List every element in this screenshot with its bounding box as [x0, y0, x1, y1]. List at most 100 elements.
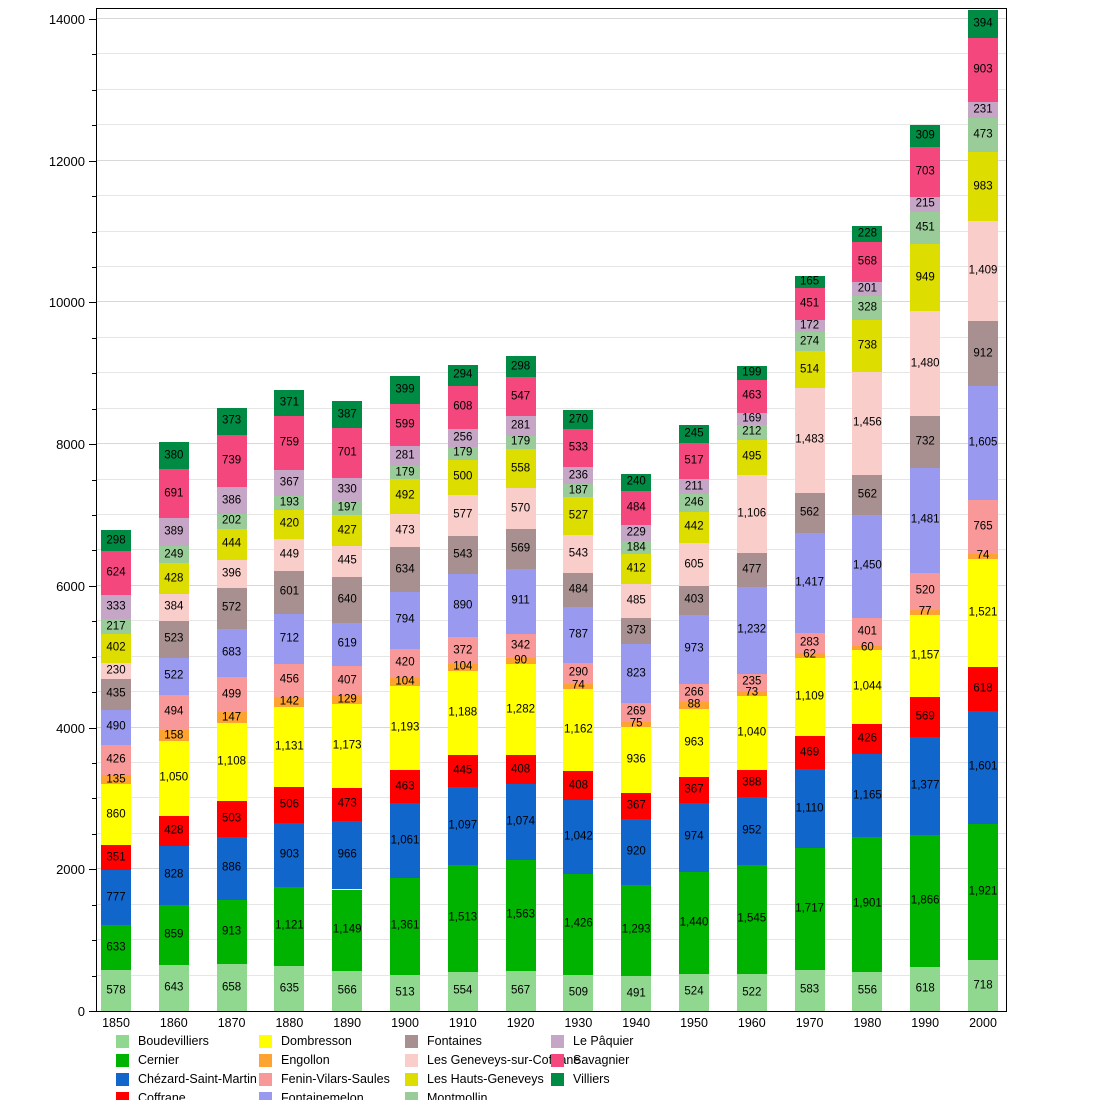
bar-segment — [101, 784, 131, 846]
segment-value-label: 298 — [106, 533, 126, 546]
gridline — [97, 301, 1006, 303]
legend-item: Les Geneveys-sur-Coffrane — [405, 1053, 580, 1067]
segment-value-label: 732 — [915, 435, 935, 448]
y-axis-tick — [92, 905, 96, 906]
bar-segment — [447, 637, 478, 664]
segment-value-label: 1,232 — [737, 623, 767, 636]
segment-value-label: 1,521 — [968, 606, 998, 619]
segment-value-label: 619 — [337, 637, 357, 650]
bar-segment — [216, 514, 247, 529]
bar-segment — [447, 428, 478, 447]
bar-segment — [910, 146, 941, 197]
bar-segment — [505, 970, 536, 1011]
stacked-bar-1990 — [910, 9, 941, 1011]
bar-segment — [332, 478, 363, 502]
segment-value-label: 281 — [395, 449, 415, 462]
x-axis-label: 1900 — [391, 1016, 419, 1030]
segment-value-label: 435 — [106, 687, 126, 700]
legend-item: Fontaines — [405, 1034, 482, 1048]
segment-value-label: 572 — [222, 601, 242, 614]
bar-segment — [621, 525, 652, 542]
bar-segment — [852, 319, 883, 372]
legend-swatch — [259, 1034, 272, 1048]
bar-segment — [274, 706, 305, 787]
bar-segment — [968, 710, 998, 825]
segment-value-label: 428 — [164, 571, 184, 584]
bar-segment — [390, 685, 420, 771]
segment-value-label: 554 — [453, 984, 473, 997]
segment-value-label: 1,040 — [737, 725, 767, 738]
bar-segment — [332, 545, 363, 578]
segment-value-label: 351 — [106, 850, 126, 863]
segment-value-label: 367 — [626, 799, 646, 812]
bar-segment — [332, 428, 363, 479]
segment-value-label: 229 — [626, 526, 646, 539]
segment-value-label: 230 — [106, 664, 126, 677]
bar-segment — [158, 545, 189, 564]
bar-segment — [447, 864, 478, 972]
segment-value-label: 402 — [106, 641, 126, 654]
bar-segment — [736, 412, 767, 425]
segment-value-label: 240 — [626, 475, 646, 488]
segment-value-label: 1,109 — [795, 690, 824, 703]
segment-value-label: 703 — [915, 165, 935, 178]
bar-segment — [447, 755, 478, 787]
bar-segment — [794, 769, 825, 849]
segment-value-label: 330 — [337, 483, 357, 496]
bar-segment — [794, 736, 825, 770]
bar-segment — [447, 459, 478, 495]
bar-segment — [679, 871, 709, 974]
segment-value-label: 777 — [106, 890, 126, 903]
gridline — [97, 620, 1006, 622]
segment-value-label: 1,440 — [679, 916, 709, 929]
segment-value-label: 388 — [742, 776, 762, 789]
bar-segment — [679, 614, 709, 684]
segment-value-label: 513 — [395, 986, 415, 999]
bar-segment — [910, 311, 941, 417]
bar-segment — [216, 677, 247, 713]
segment-value-label: 399 — [395, 383, 415, 396]
segment-value-label: 1,377 — [910, 779, 940, 792]
segment-value-label: 384 — [164, 600, 184, 613]
x-axis-label: 1910 — [448, 1016, 477, 1030]
bar-segment — [563, 429, 594, 468]
legend-label: Boudevilliers — [138, 1034, 209, 1048]
segment-value-label: 608 — [453, 400, 473, 413]
segment-value-label: 974 — [684, 830, 704, 843]
segment-value-label: 1,563 — [506, 908, 535, 921]
legend-swatch — [116, 1091, 129, 1100]
segment-value-label: 566 — [337, 984, 357, 997]
segment-value-label: 249 — [164, 547, 184, 560]
bar-segment — [216, 486, 247, 515]
stacked-bar-1900 — [390, 9, 420, 1011]
legend-item: Boudevilliers — [116, 1034, 209, 1048]
bar-segment — [968, 101, 998, 119]
gridline — [97, 88, 1006, 90]
segment-value-label: 712 — [279, 632, 299, 645]
bar-segment — [794, 287, 825, 320]
bar-segment — [794, 276, 825, 288]
y-axis-label: 2000 — [56, 862, 85, 877]
segment-value-label: 387 — [337, 407, 357, 420]
legend-label: Savagnier — [573, 1053, 630, 1067]
y-axis-tick — [92, 232, 96, 233]
bar-segment — [679, 973, 709, 1011]
bar-segment — [910, 967, 941, 1011]
bar-segment — [101, 870, 131, 926]
bar-segment — [390, 375, 420, 404]
bar-segment — [390, 678, 420, 686]
legend-swatch — [116, 1072, 129, 1086]
gridline — [97, 336, 1006, 338]
bar-segment — [332, 787, 363, 822]
y-axis-tick — [92, 798, 96, 799]
segment-value-label: 246 — [684, 496, 704, 509]
segment-value-label: 104 — [395, 675, 415, 688]
bar-segment — [216, 722, 247, 802]
bar-segment — [158, 694, 189, 730]
bar-segment — [390, 446, 420, 467]
legend-label: Montmollin — [427, 1091, 488, 1100]
gridline — [97, 514, 1006, 515]
bar-segment — [563, 483, 594, 498]
segment-value-label: 211 — [684, 480, 704, 493]
segment-value-label: 912 — [973, 346, 993, 359]
